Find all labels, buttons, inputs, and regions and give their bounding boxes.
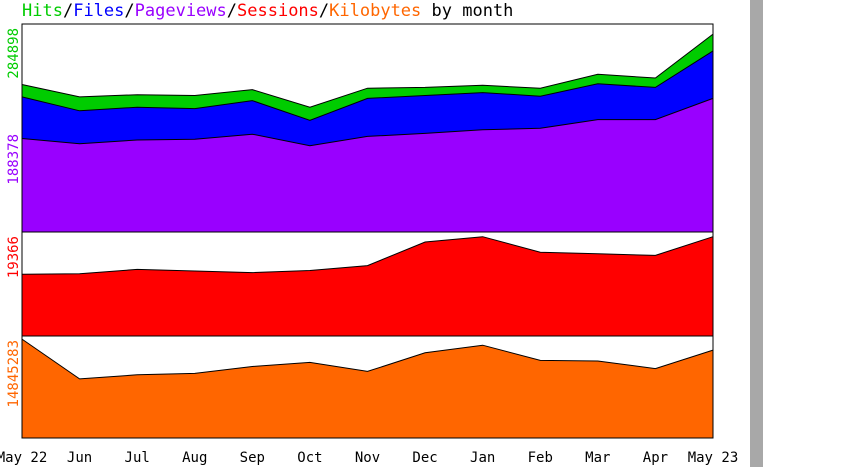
x-tick-label: Aug	[182, 450, 207, 466]
chart: Hits/Files/Pageviews/Sessions/Kilobytes …	[0, 1, 739, 466]
chart-title-part: Sessions	[237, 1, 319, 21]
chart-title-part: /	[124, 1, 134, 21]
chart-title-part: /	[227, 1, 237, 21]
x-tick-label: Jun	[67, 450, 92, 466]
x-axis-labels: May 22 Jun Jul Aug Sep Oct Nov Dec Jan Feb Mar Apr M…	[0, 450, 738, 466]
x-tick-label: Feb	[528, 450, 553, 466]
x-tick-label: Mar	[585, 450, 610, 466]
series-area-kilobytes	[22, 339, 713, 438]
x-tick-label: Jul	[125, 450, 150, 466]
x-tick-label: Dec	[412, 450, 437, 466]
chart-title-part: Hits	[22, 1, 63, 21]
chart-title-part: Files	[73, 1, 124, 21]
chart-panel: 284898 188378	[6, 23, 714, 233]
series-area-pageviews	[22, 98, 713, 233]
chart-title-part: /	[319, 1, 329, 21]
x-tick-label: May 22	[0, 450, 47, 466]
x-tick-label: Nov	[355, 450, 380, 466]
x-tick-label: Oct	[297, 450, 322, 466]
chart-panels: 284898 188378 19366 14845283	[6, 23, 714, 439]
chart-title-part: Pageviews	[135, 1, 227, 21]
x-tick-label: May 23	[688, 450, 739, 466]
chart-title: Hits/Files/Pageviews/Sessions/Kilobytes …	[22, 1, 513, 21]
series-line-hits	[21, 33, 714, 108]
x-tick-label: Sep	[240, 450, 265, 466]
y-axis-max-label: 284898	[6, 28, 22, 79]
series-line-sessions	[21, 236, 714, 275]
series-line-pageviews	[21, 97, 714, 147]
chart-title-part: /	[63, 1, 73, 21]
x-tick-label: Jan	[470, 450, 495, 466]
chart-title-part: by month	[421, 1, 513, 21]
series-line-kilobytes	[21, 338, 714, 380]
y-axis-max-label: 19366	[6, 236, 22, 278]
chart-title-part: Kilobytes	[329, 1, 421, 21]
chart-panel: 14845283	[6, 335, 714, 439]
scrollbar-track[interactable]	[750, 0, 763, 467]
panel-border	[21, 335, 714, 439]
x-tick-label: Apr	[643, 450, 668, 466]
y-axis-max-label: 14845283	[6, 340, 22, 407]
chart-panel: 19366	[6, 231, 714, 337]
y-axis-secondary-label: 188378	[6, 134, 22, 185]
series-area-sessions	[22, 236, 713, 336]
